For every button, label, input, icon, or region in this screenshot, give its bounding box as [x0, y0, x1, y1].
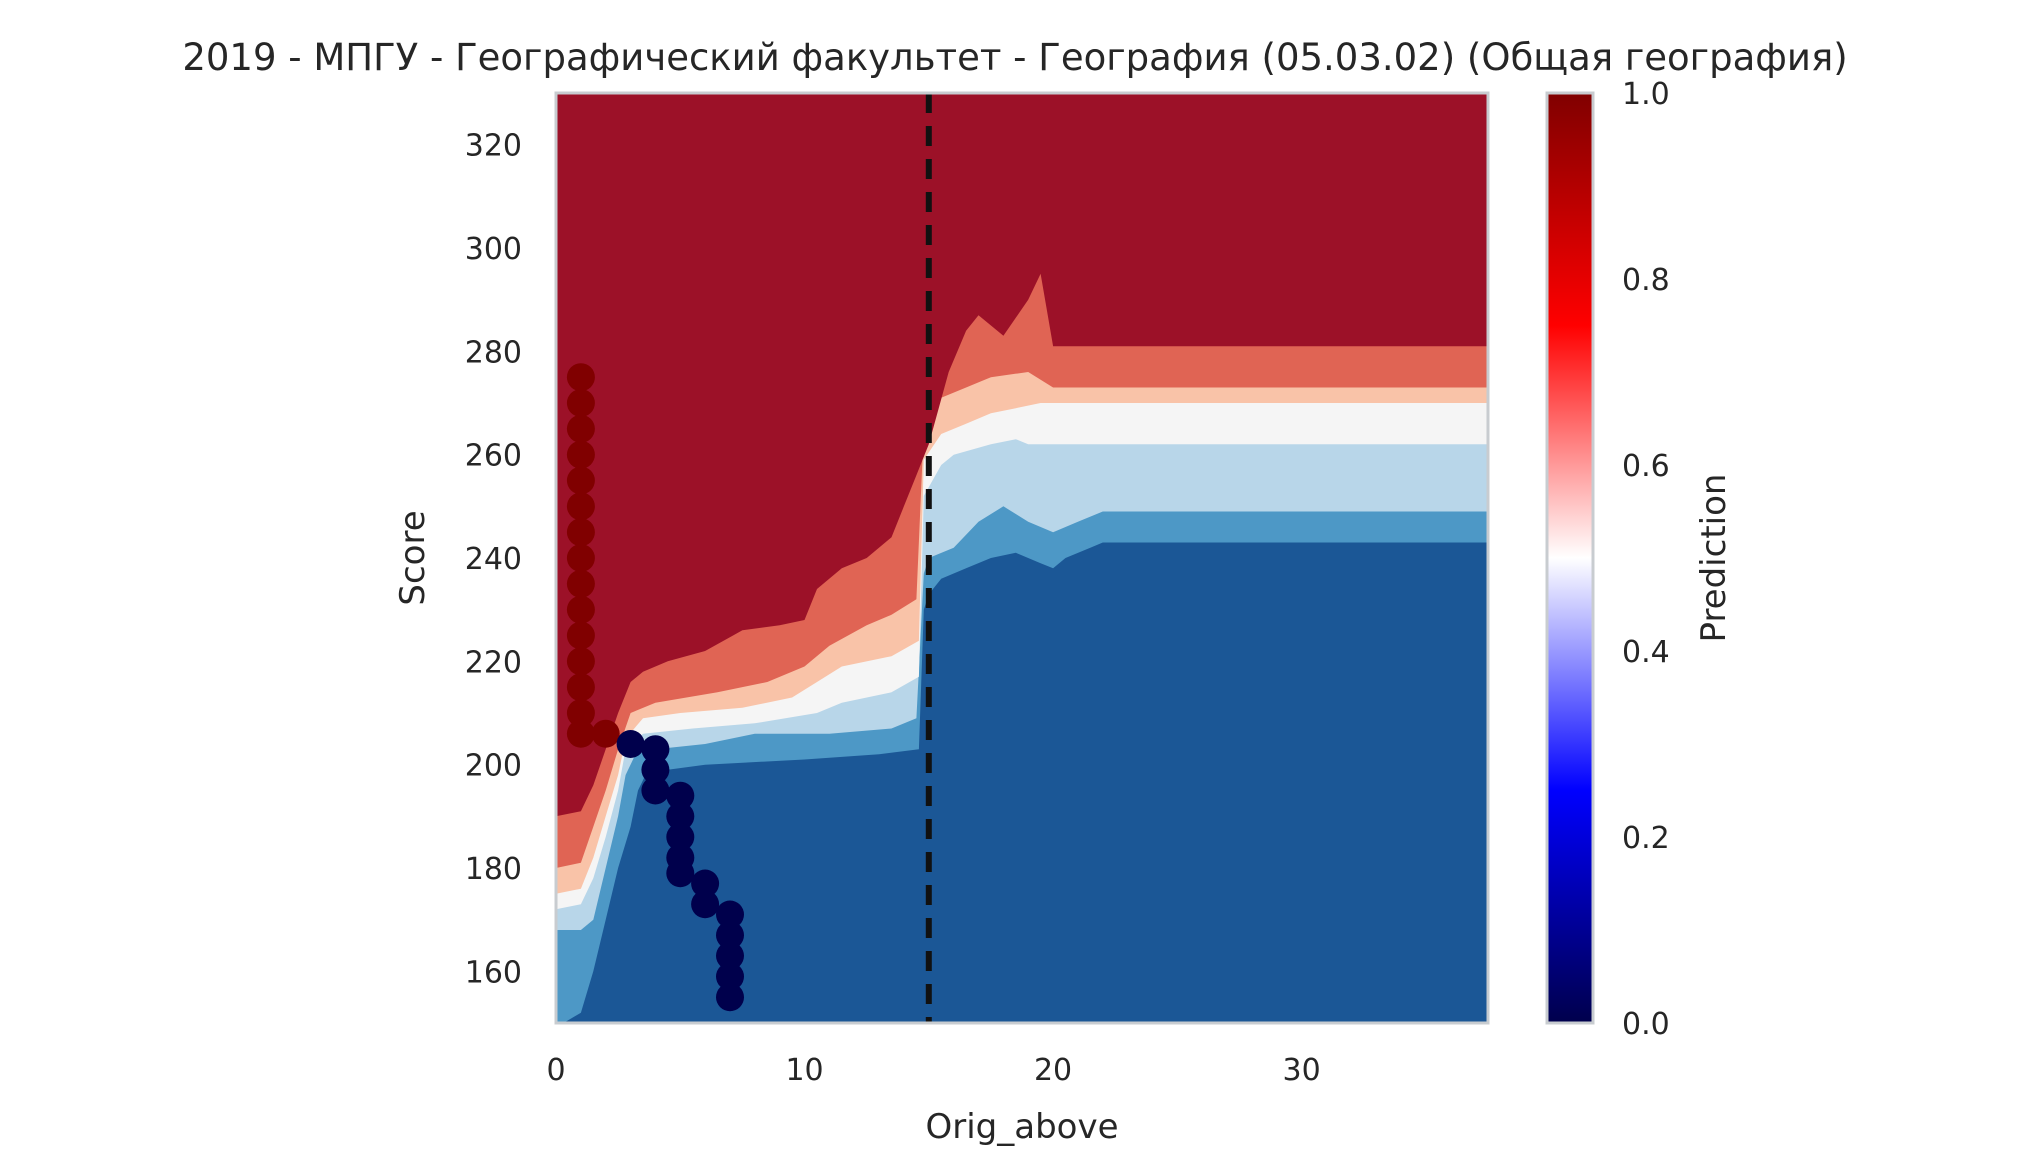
colorbar-tick-label: 0.2: [1622, 821, 1670, 856]
scatter-point: [716, 921, 744, 950]
scatter-point: [716, 900, 744, 929]
scatter-point: [641, 776, 670, 805]
contour-regions: [556, 93, 1488, 1023]
colorbar-label: Prediction: [1694, 474, 1734, 643]
y-axis-label: Score: [393, 510, 433, 605]
x-tick-label: 10: [785, 1053, 823, 1088]
scatter-point: [566, 492, 595, 521]
scatter-point: [641, 755, 670, 784]
colorbar-tick-label: 0.8: [1622, 263, 1670, 298]
scatter-point: [666, 802, 695, 831]
y-tick-label: 220: [465, 645, 522, 680]
y-axis-ticks: 160 180 200 220 240 260 280 300 320: [465, 129, 522, 991]
x-axis-label: Orig_above: [925, 1107, 1118, 1147]
scatter-point: [616, 730, 645, 758]
scatter-point: [566, 544, 595, 572]
y-tick-label: 320: [465, 129, 522, 164]
colorbar-tick-label: 0.6: [1622, 449, 1670, 484]
x-axis-ticks: 0 10 20 30: [546, 1053, 1320, 1088]
scatter-point: [691, 890, 720, 919]
scatter-point: [641, 735, 670, 764]
scatter-point: [566, 621, 595, 650]
scatter-point: [566, 699, 595, 727]
plot-frame: [554, 91, 1490, 1025]
y-tick-label: 240: [465, 542, 522, 577]
scatter-point: [566, 466, 595, 495]
colorbar-tick-label: 0.4: [1622, 635, 1670, 670]
colorbar-tick-label: 1.0: [1622, 77, 1670, 112]
scatter-point: [566, 569, 595, 598]
y-tick-label: 180: [465, 852, 522, 887]
colorbar-tick-label: 0.0: [1622, 1007, 1670, 1042]
chart-title: 2019 - МПГУ - Географический факультет -…: [182, 36, 1847, 79]
scatter-point: [566, 389, 595, 417]
plot-area: [554, 91, 1490, 1025]
colorbar-ticks: 0.0 0.2 0.4 0.6 0.8 1.0: [1622, 77, 1670, 1042]
contour-region: [556, 93, 1488, 817]
colorbar-gradient: [1545, 91, 1595, 1025]
scatter-point: [566, 440, 595, 469]
y-tick-label: 200: [465, 749, 522, 784]
scatter-point: [566, 414, 595, 443]
scatter-point: [716, 962, 744, 991]
scatter-point: [691, 869, 720, 898]
x-tick-label: 0: [546, 1053, 565, 1088]
scatter-point: [716, 941, 744, 970]
scatter-point: [716, 983, 744, 1012]
x-tick-label: 20: [1034, 1053, 1072, 1088]
scatter-point: [566, 647, 595, 676]
scatter-point: [591, 719, 620, 748]
scatter-point: [666, 781, 695, 810]
scatter-point: [566, 363, 595, 392]
y-tick-label: 280: [465, 335, 522, 370]
scatter-point: [566, 673, 595, 702]
y-tick-label: 160: [465, 955, 522, 990]
colorbar: 0.0 0.2 0.4 0.6 0.8 1.0 Prediction: [1545, 77, 1734, 1042]
y-tick-label: 260: [465, 439, 522, 474]
scatter-points: [566, 363, 744, 1012]
scatter-point: [566, 518, 595, 547]
y-tick-label: 300: [465, 232, 522, 267]
x-tick-label: 30: [1283, 1053, 1321, 1088]
scatter-point: [566, 719, 595, 748]
scatter-point: [666, 823, 695, 851]
scatter-point: [666, 859, 695, 888]
scatter-point: [566, 595, 595, 624]
